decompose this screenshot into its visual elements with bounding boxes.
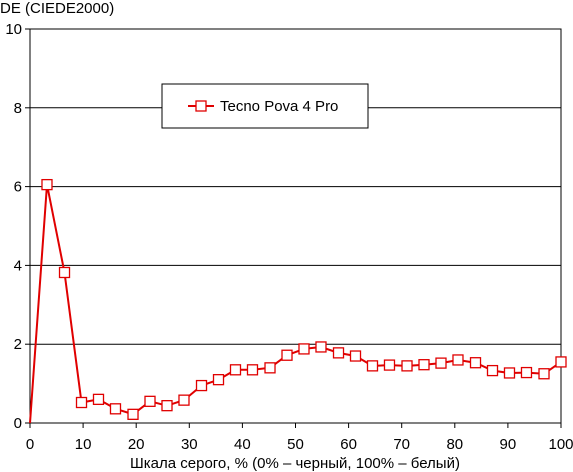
x-tick-label: 20 xyxy=(128,436,145,453)
data-point xyxy=(555,356,567,368)
data-point xyxy=(435,357,447,369)
x-tick-label: 80 xyxy=(446,436,463,453)
data-point xyxy=(58,266,71,279)
x-tick-label: 100 xyxy=(548,436,573,453)
y-tick-label: 6 xyxy=(14,179,22,196)
plot-border xyxy=(29,28,562,424)
series-layer xyxy=(29,178,567,424)
x-tick-label: 60 xyxy=(340,436,357,453)
data-point xyxy=(298,343,310,355)
y-tick-label: 4 xyxy=(14,257,22,274)
data-point xyxy=(246,364,259,376)
data-point xyxy=(520,366,533,379)
y-tick-label: 2 xyxy=(14,336,22,353)
data-point xyxy=(469,357,482,369)
x-tick-label: 30 xyxy=(181,436,198,453)
data-point xyxy=(144,395,156,407)
data-point xyxy=(486,364,499,377)
x-tick-label: 0 xyxy=(26,436,34,453)
y-tick-labels: 0 2 4 6 8 10 xyxy=(5,21,22,432)
legend-marker xyxy=(195,100,207,112)
data-point xyxy=(127,408,139,420)
y-tick-label: 0 xyxy=(14,415,22,432)
data-point xyxy=(212,374,225,386)
x-tick-label: 40 xyxy=(234,436,251,453)
data-point xyxy=(195,379,208,392)
data-point xyxy=(178,394,190,406)
y-axis-title: DE (CIEDE2000) xyxy=(0,0,114,17)
axes xyxy=(25,28,562,428)
x-tick-label: 10 xyxy=(75,436,92,453)
data-point xyxy=(418,359,430,371)
data-point xyxy=(401,360,413,372)
x-tick-label: 50 xyxy=(287,436,304,453)
x-axis-title: Шкала серого, % (0% – черный, 100% – бел… xyxy=(130,455,460,472)
data-point xyxy=(315,341,327,353)
data-point xyxy=(41,178,53,191)
x-tick-label: 70 xyxy=(393,436,410,453)
data-point xyxy=(264,362,276,374)
data-point xyxy=(452,354,464,366)
y-tick-label: 8 xyxy=(14,100,22,117)
data-point xyxy=(366,360,379,372)
data-point xyxy=(281,349,293,361)
data-point xyxy=(161,400,173,412)
data-point xyxy=(332,347,345,359)
legend: Tecno Pova 4 Pro xyxy=(161,83,369,129)
data-point xyxy=(503,367,516,379)
x-tick-labels: 0 10 20 30 40 50 60 70 80 90 100 xyxy=(26,436,573,453)
data-point xyxy=(349,350,362,362)
legend-series-name: Tecno Pova 4 Pro xyxy=(220,98,338,115)
data-point xyxy=(109,403,122,415)
data-point xyxy=(75,396,88,409)
data-point xyxy=(92,393,105,406)
x-tick-label: 90 xyxy=(500,436,517,453)
y-tick-label: 10 xyxy=(5,21,22,38)
data-point xyxy=(538,368,550,380)
data-point xyxy=(229,364,242,376)
data-point xyxy=(383,359,396,371)
